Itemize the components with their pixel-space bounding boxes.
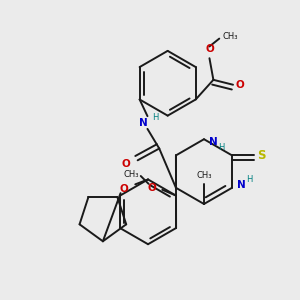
Text: H: H <box>152 112 159 122</box>
Text: CH₃: CH₃ <box>196 171 212 180</box>
Text: O: O <box>205 44 214 54</box>
Text: CH₃: CH₃ <box>222 32 238 41</box>
Text: S: S <box>257 149 266 162</box>
Text: N: N <box>209 137 218 147</box>
Text: O: O <box>120 184 128 194</box>
Text: H: H <box>218 142 224 152</box>
Text: N: N <box>139 118 148 128</box>
Text: H: H <box>246 176 252 184</box>
Text: O: O <box>148 183 157 193</box>
Text: N: N <box>237 180 246 190</box>
Text: O: O <box>236 80 245 90</box>
Text: O: O <box>121 159 130 169</box>
Text: CH₃: CH₃ <box>123 169 139 178</box>
